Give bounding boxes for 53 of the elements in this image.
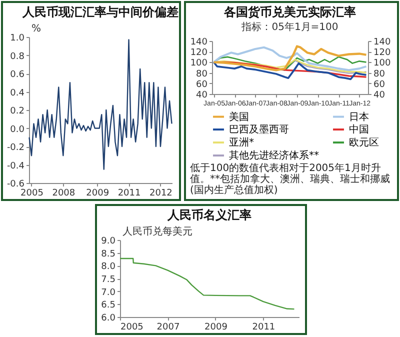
y-tick-label: -0.2 — [6, 143, 24, 153]
y-tick-label: 140 — [190, 38, 208, 48]
y-tick-label: 1.0 — [10, 34, 25, 44]
y-tick-label: 0.8 — [10, 52, 25, 62]
chart-title: 人民币现汇汇率与中间价偏差 — [22, 5, 178, 19]
x-tick-label: 2012 — [150, 188, 172, 198]
y2-tick-label: 40 — [374, 90, 386, 100]
y-tick-label: -0.6 — [6, 180, 25, 190]
text: 低于100的数值代表相对于2005年1月时升值。**包括加拿大、澳洲、瑞典、瑞士和挪威(国内生产总值加权) — [189, 163, 391, 198]
y-tick-label: 120 — [190, 48, 208, 58]
chart-title: 人民币名义汇率 — [166, 208, 252, 222]
line-series — [28, 39, 172, 170]
x-tick-label: 2005 — [20, 188, 44, 198]
legend-label: 其他先进经济体系** — [229, 150, 319, 162]
y-tick-label: 7.0 — [101, 288, 116, 298]
y-tick-label: 60 — [196, 80, 208, 90]
legend-label: 中国 — [349, 124, 369, 136]
y-tick-label: 8.5 — [101, 249, 116, 260]
y-tick-label: 0.2 — [10, 106, 24, 116]
legend-label: 巴西及墨西哥 — [229, 124, 289, 136]
y-tick-label: 40 — [196, 90, 208, 100]
y-tick-label: 8.0 — [101, 262, 116, 272]
line-series — [119, 258, 295, 310]
y-tick-label: 0.0 — [10, 124, 25, 135]
y-tick-label: -0.4 — [6, 161, 25, 172]
y-axis-title: % — [32, 24, 42, 34]
x-tick-label: 2009 — [204, 322, 228, 332]
y2-tick-label: 80 — [374, 69, 386, 80]
legend-label: 欧元区 — [349, 138, 379, 148]
y2-tick-label: 60 — [374, 80, 386, 90]
y-tick-label: 7.5 — [101, 275, 116, 285]
chart-subtitle: 指标：05年1月=100 — [240, 21, 338, 33]
y-tick-label: 80 — [196, 69, 208, 80]
x-tick-label: 2008 — [52, 188, 76, 198]
x-tick-label: 2009 — [86, 188, 110, 198]
y-tick-label: 0.6 — [10, 70, 25, 80]
y-tick-label: 100 — [190, 58, 208, 69]
x-tick-label: 2011 — [118, 188, 141, 198]
chart-title: 各国货币兑美元实际汇率 — [223, 5, 356, 19]
x-tick-label: 2005 — [120, 322, 144, 332]
y-axis-title: 人民币兑每美元 — [122, 226, 192, 238]
y-tick-label: 9.0 — [101, 236, 116, 246]
legend-label: 亚洲* — [229, 136, 254, 148]
y2-tick-label: 100 — [374, 58, 391, 69]
x-tick-label: 2011 — [252, 322, 276, 332]
y-tick-label: 0.4 — [10, 88, 25, 98]
x-tick-label: 2007 — [156, 322, 180, 332]
y2-tick-label: 120 — [374, 48, 391, 58]
y2-tick-label: 140 — [374, 38, 391, 48]
legend-label: 美国 — [229, 110, 249, 123]
legend-label: 日本 — [349, 110, 369, 123]
y-tick-label: 6.5 — [101, 300, 116, 311]
y-tick-label: 6.0 — [101, 314, 116, 324]
